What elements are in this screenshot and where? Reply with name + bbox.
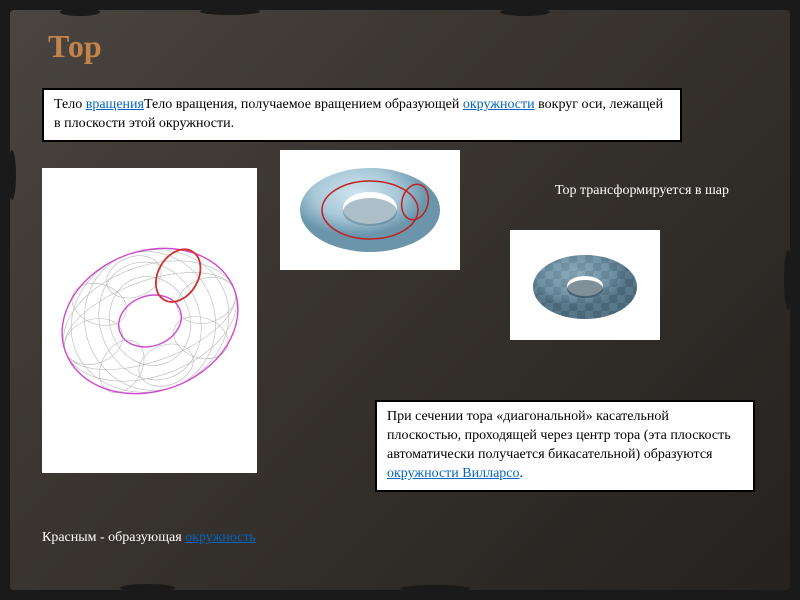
definition-box: Тело вращенияТело вращения, получаемое в…: [42, 88, 682, 142]
edge-decor: [200, 8, 260, 15]
edge-decor: [8, 150, 16, 200]
slide-title: Тор: [48, 28, 102, 65]
transform-label: Тор трансформируется в шар: [555, 183, 729, 199]
torus-solid-image: [280, 150, 460, 270]
section-box: При сечении тора «диагональной» касатель…: [375, 400, 755, 492]
section-text: .: [520, 466, 524, 481]
section-text: При сечении тора «диагональной» касатель…: [387, 409, 731, 462]
link-circle[interactable]: окружности: [463, 97, 535, 112]
caption-prefix: Красным - образующая: [42, 530, 185, 545]
edge-decor: [120, 584, 175, 592]
torus-checker-image: [510, 230, 660, 340]
wireframe-caption: Красным - образующая окружность: [42, 530, 256, 546]
edge-decor: [784, 250, 792, 310]
def-text: Тело вращения, получаемое вращением обра…: [144, 97, 463, 112]
torus-wireframe-image: [42, 168, 257, 473]
link-circle-caption[interactable]: окружность: [185, 530, 256, 545]
edge-decor: [500, 8, 550, 16]
def-text: Тело: [54, 97, 86, 112]
edge-decor: [60, 8, 100, 16]
link-villarceau[interactable]: окружности Вилларсо: [387, 466, 520, 481]
link-rotation[interactable]: вращения: [86, 97, 144, 112]
edge-decor: [400, 585, 470, 592]
